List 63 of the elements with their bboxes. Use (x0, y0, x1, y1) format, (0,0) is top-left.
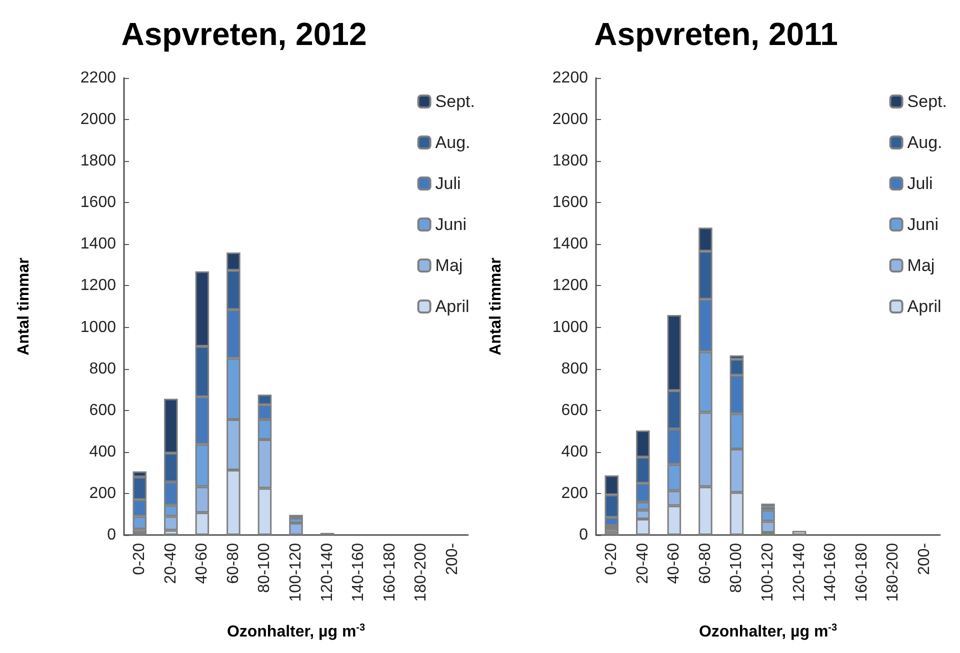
y-tick-label: 1600 (80, 194, 116, 212)
legend-label: Juli (907, 174, 933, 193)
y-tick-label: 800 (561, 360, 588, 378)
x-tick-label: 60-80 (224, 542, 242, 584)
legend-label: April (435, 297, 470, 316)
x-tick-label: 100-120 (288, 542, 304, 602)
y-axis-title: Antal timmar (16, 258, 32, 356)
y-tick-label: 1400 (80, 236, 116, 253)
y-tick-label: 200 (561, 484, 588, 502)
y-tick-label: 0 (579, 526, 588, 544)
x-tick-label: 120-140 (790, 542, 808, 602)
y-tick-label: 1800 (552, 152, 588, 170)
y-tick-label: 600 (89, 402, 116, 419)
x-tick-label: 40-60 (194, 542, 211, 584)
x-tick-label: 100-120 (760, 542, 776, 602)
x-tick-label: 180-200 (412, 542, 430, 602)
x-tick-label: 40-60 (666, 542, 683, 584)
y-tick-label: 0 (107, 526, 116, 544)
x-tick-label: 160-180 (381, 542, 398, 602)
y-tick-label: 2200 (80, 70, 116, 86)
y-tick-label: 2000 (80, 111, 116, 128)
y-tick-label: 200 (89, 484, 116, 502)
legend-label: Maj (907, 256, 935, 275)
legend-label: April (907, 297, 942, 316)
x-tick-label: 200- (444, 543, 461, 576)
x-tick-label: 140-160 (822, 542, 840, 602)
y-tick-label: 600 (561, 402, 588, 419)
y-tick-label: 2200 (552, 70, 588, 86)
x-tick-label: 20-40 (634, 542, 652, 584)
legend-label: Maj (435, 256, 463, 275)
x-tick-label: 200- (916, 543, 933, 576)
legend-label: Aug. (435, 133, 470, 152)
y-tick-label: 1800 (80, 152, 116, 170)
legend-label: Sept. (435, 92, 476, 111)
legend-label: Juni (907, 215, 938, 234)
y-tick-label: 1000 (552, 318, 588, 336)
y-tick-label: 1600 (552, 194, 588, 212)
chart-title: Aspvreten, 2012 (121, 16, 367, 52)
y-tick-label: 400 (561, 443, 588, 460)
x-tick-label: 0-20 (603, 542, 620, 576)
legend-label: Aug. (907, 133, 942, 152)
y-tick-label: 1200 (80, 277, 116, 294)
chart-title: Aspvreten, 2011 (594, 16, 838, 52)
y-tick-label: 1400 (552, 236, 588, 253)
bar (792, 530, 806, 535)
x-tick-label: 120-140 (318, 542, 336, 602)
y-axis-title: Antal timmar (488, 258, 504, 356)
y-tick-label: 1200 (552, 277, 588, 294)
y-tick-label: 400 (89, 443, 116, 460)
y-tick-label: 800 (89, 360, 116, 378)
y-tick-label: 2000 (552, 111, 588, 128)
legend-label: Juli (435, 174, 461, 193)
x-tick-label: 140-160 (350, 542, 368, 602)
x-tick-label: 60-80 (696, 542, 714, 584)
legend-label: Juni (435, 215, 466, 234)
x-tick-label: 80-100 (728, 542, 746, 593)
x-tick-label: 180-200 (884, 542, 902, 602)
y-tick-label: 1000 (80, 318, 116, 336)
x-tick-label: 0-20 (131, 542, 148, 576)
x-tick-label: 20-40 (162, 542, 180, 584)
x-tick-label: 160-180 (853, 542, 870, 602)
legend-label: Sept. (907, 92, 948, 111)
x-tick-label: 80-100 (256, 542, 274, 593)
